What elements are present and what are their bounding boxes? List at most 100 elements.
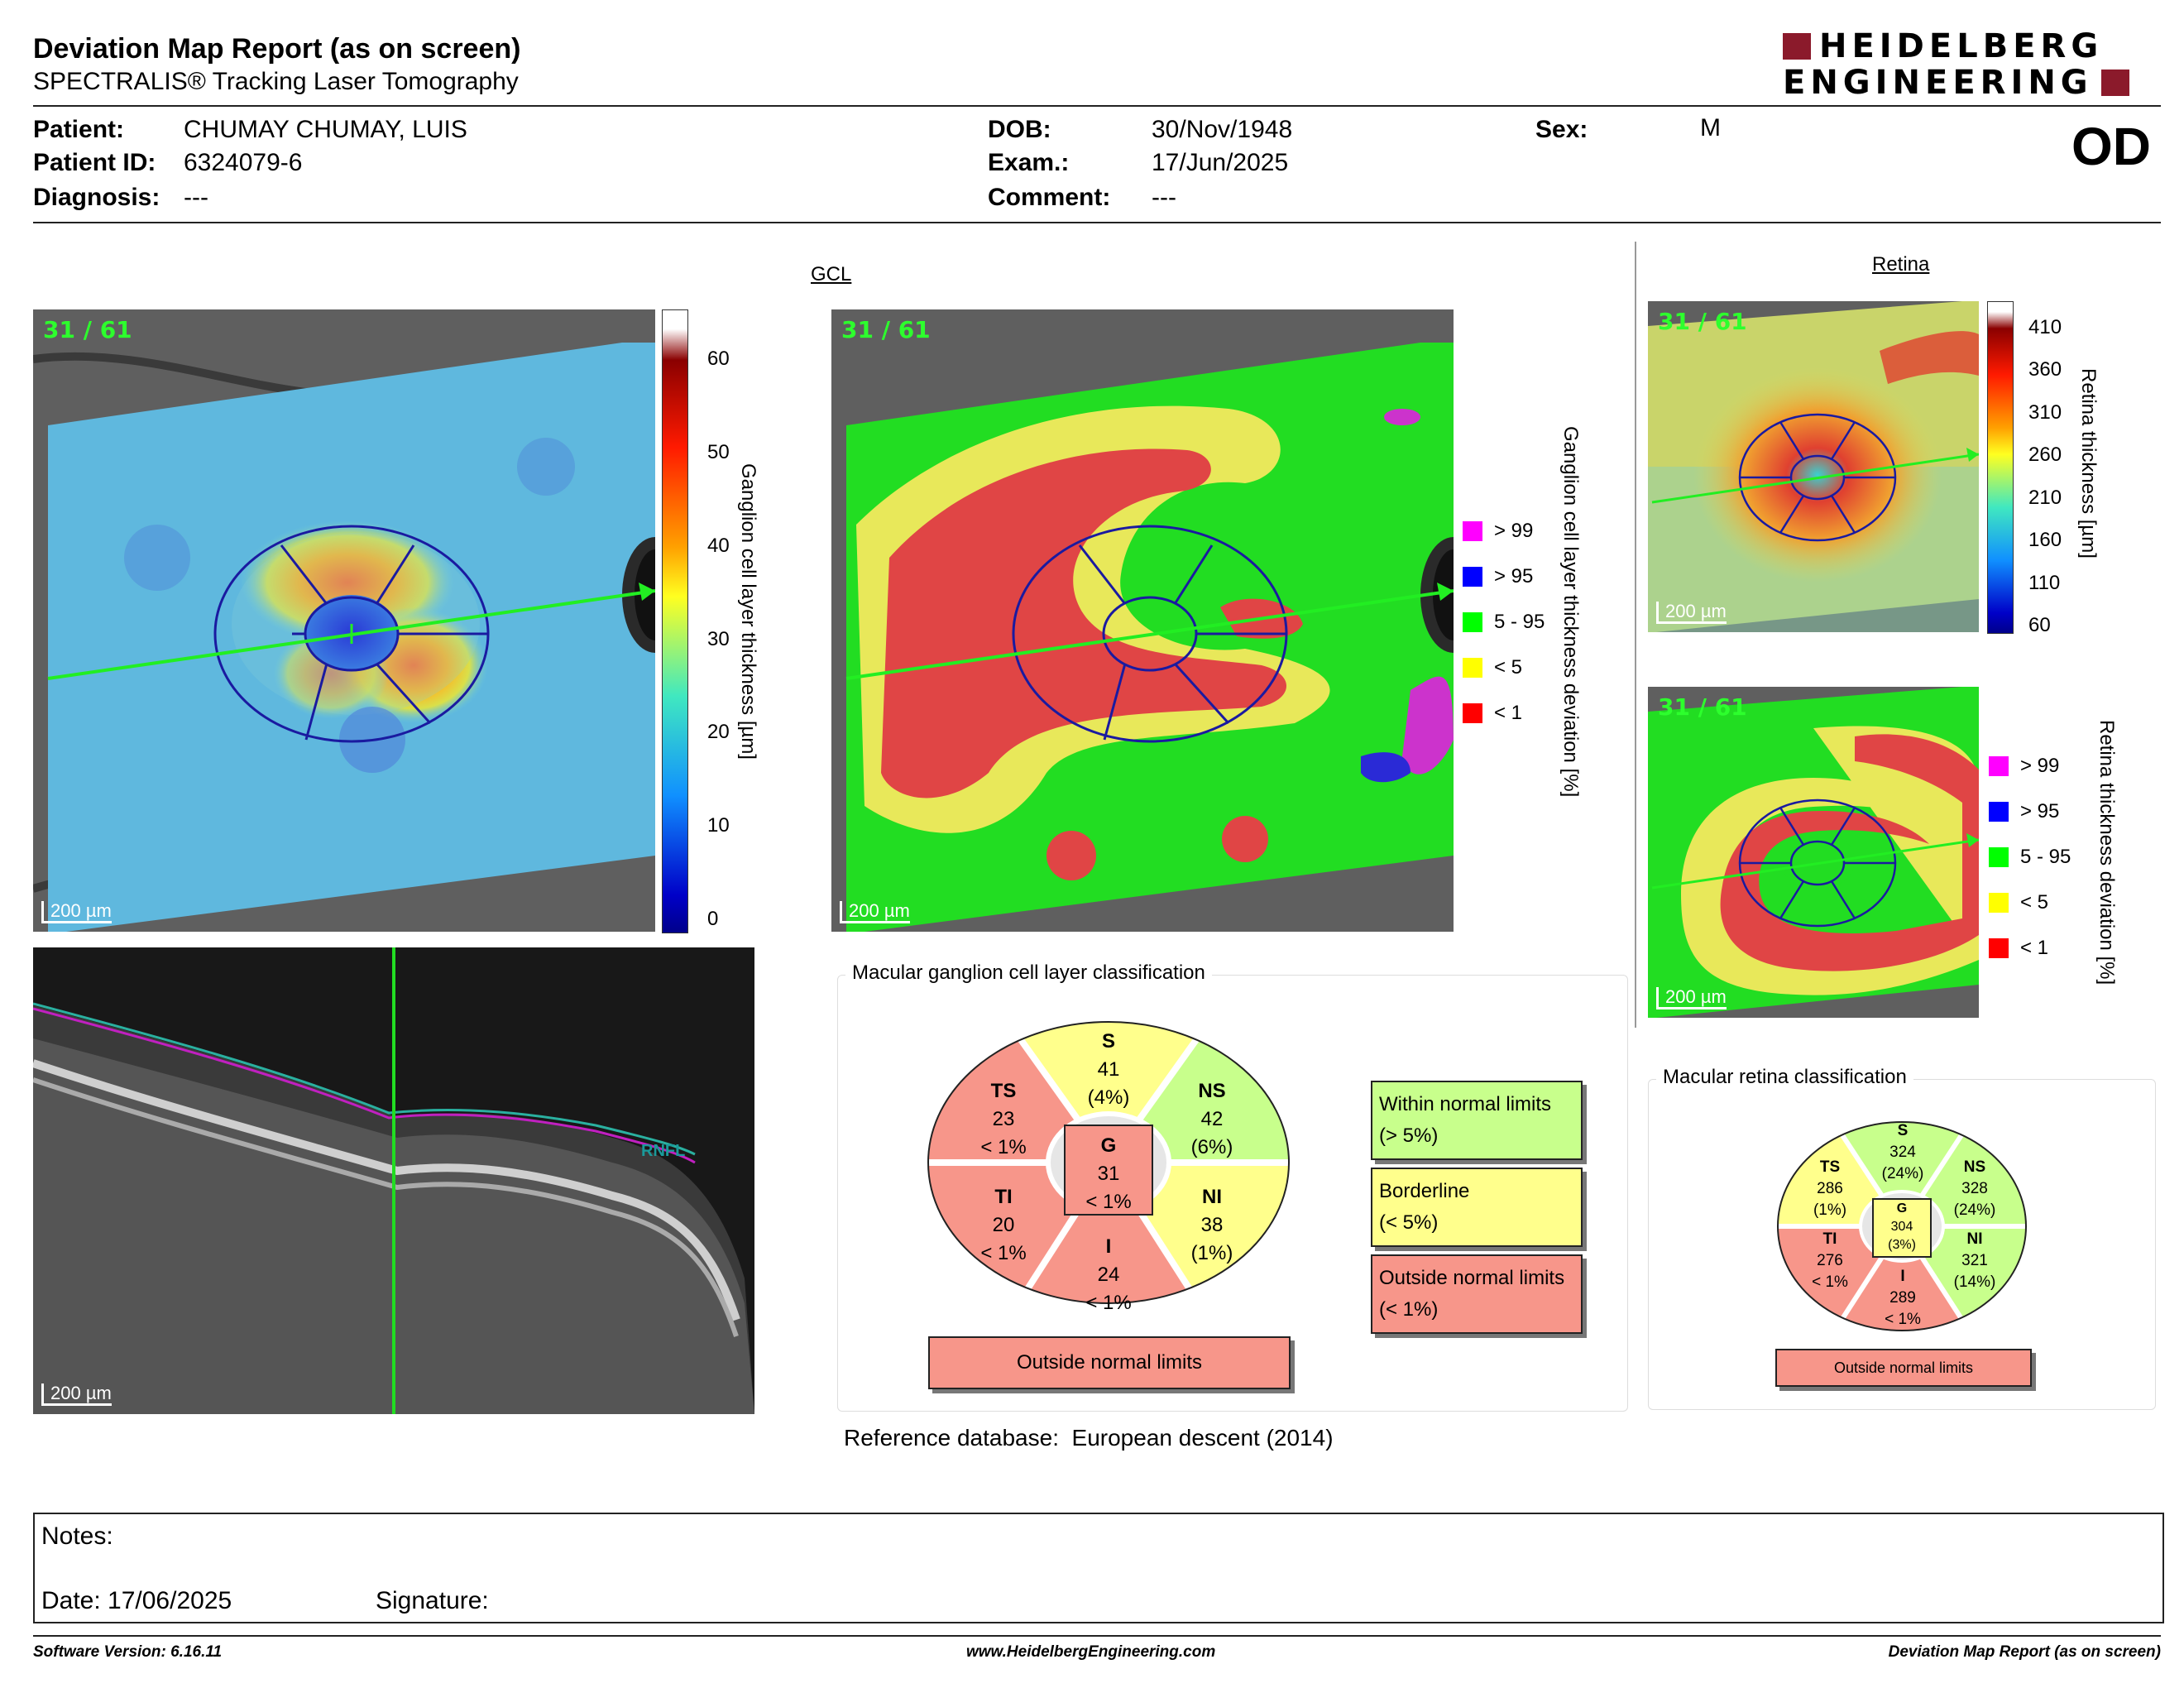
gcl-thickness-map: 31 / 61 200 µm [33,309,655,932]
retina-colorbar-tick: 60 [2028,614,2051,636]
gcl-colorbar-tick: 60 [707,348,730,371]
comment-value: --- [1152,184,1176,211]
oct-bscan-image [33,947,754,1414]
heidelberg-logo: HEIDELBERG ENGINEERING [1783,27,2159,101]
retina-deviation-legend-item: 5 - 95 [1989,846,2071,869]
gcl-TS-label: TS 23 < 1% [980,1080,1027,1158]
gcl-I-label: I 24 < 1% [1085,1235,1132,1314]
patient-id-label: Patient ID: [33,149,156,176]
retina-section-title: Retina [1872,253,1930,276]
report-subtitle: SPECTRALIS® Tracking Laser Tomography [33,68,519,95]
date-label: Date: 17/06/2025 [41,1587,232,1614]
patient-divider [33,222,2161,223]
report-name-footer: Deviation Map Report (as on screen) [1888,1643,2161,1661]
retina-deviation-legend-label: > 95 [2020,800,2060,822]
gcl-sector-G [1064,1125,1153,1216]
retina-status-box: Outside normal limits [1775,1349,2032,1387]
retina-deviation-legend-item: > 95 [1989,800,2059,823]
retina-deviation-scale-bar: 200 µm [1656,987,1727,1009]
gcl-deviation-scan-index: 31 / 61 [841,316,931,343]
retina-deviation-legend-label: < 5 [2020,891,2049,914]
retina-deviation-legend-item: > 99 [1989,755,2059,778]
gcl-deviation-legend-label: > 99 [1494,520,1534,542]
logo-square-icon [2100,70,2129,96]
retina-NI-label: NI 321 (14%) [1953,1230,1996,1291]
gcl-colorbar-tick: 40 [707,534,730,557]
gcl-thickness-map-image [33,309,655,932]
gcl-classification-panel [837,975,1628,1412]
gcl-deviation-legend-item: < 5 [1463,656,1522,679]
retina-S-label: S 324 (24%) [1881,1122,1924,1182]
sex-label: Sex: [1535,116,1588,143]
gcl-deviation-legend-item: > 95 [1463,565,1533,588]
gcl-deviation-legend-swatch [1463,567,1482,587]
gcl-section-title: GCL [811,263,852,285]
gcl-colorbar-tick: 0 [707,907,719,930]
retina-TI-label: TI 276 < 1% [1812,1230,1848,1291]
retina-NS-label: NS 328 (24%) [1953,1158,1996,1219]
legend-borderline: Borderline (< 5%) [1371,1168,1583,1247]
report-title: Deviation Map Report (as on screen) [33,33,521,65]
retina-colorbar-tick: 310 [2028,400,2062,424]
gcl-scan-index: 31 / 61 [43,316,132,343]
gcl-deviation-legend-item: 5 - 95 [1463,611,1545,634]
rnfl-layer-label: RNFL [641,1142,686,1160]
gcl-deviation-legend-label: > 95 [1494,565,1534,587]
retina-colorbar-tick: 110 [2028,571,2061,594]
software-version: Software Version: 6.16.11 [33,1643,223,1661]
retina-deviation-legend-swatch [1989,893,2009,913]
website-link[interactable]: www.HeidelbergEngineering.com [966,1643,1216,1661]
gcl-deviation-axis-label: Ganglion cell layer thickness deviation … [1559,426,1582,798]
comment-label: Comment: [988,184,1111,211]
gcl-deviation-legend-swatch [1463,612,1482,632]
bscan-scale-bar: 200 µm [41,1383,112,1406]
retina-thickness-axis-label: Retina thickness [µm] [2077,368,2100,559]
gcl-deviation-legend-label: 5 - 95 [1494,611,1545,633]
patient-label: Patient: [33,116,125,143]
gcl-colorbar-tick: 30 [707,627,730,650]
retina-classification-title: Macular retina classification [1656,1066,1913,1089]
retina-deviation-scan-index: 31 / 61 [1658,693,1747,721]
retina-scan-index: 31 / 61 [1658,308,1747,335]
retina-deviation-legend-label: 5 - 95 [2020,846,2071,868]
exam-label: Exam.: [988,149,1070,176]
patient-id: 6324079-6 [184,149,303,176]
gcl-sector-I [1005,1163,1212,1303]
dob-label: DOB: [988,116,1051,143]
logo-word-1: HEIDELBERG [1819,27,2104,65]
diagnosis-label: Diagnosis: [33,184,160,211]
signature-label: Signature: [376,1587,489,1614]
retina-thickness-colorbar [1987,301,2014,634]
gcl-deviation-legend-item: > 99 [1463,520,1533,543]
retina-deviation-map: 31 / 61 200 µm [1648,687,1979,1018]
retina-deviation-legend-swatch [1989,756,2009,776]
dob-value: 30/Nov/1948 [1152,116,1293,143]
retina-colorbar-tick: 260 [2028,444,2062,467]
retina-scale-bar: 200 µm [1656,602,1727,624]
gcl-sector-S [1005,1022,1212,1163]
retina-colorbar-tick: 360 [2028,358,2062,381]
retina-colorbar-tick: 210 [2028,486,2062,509]
retina-thickness-map: 31 / 61 200 µm [1648,301,1979,632]
reference-database: Reference database: European descent (20… [844,1425,1334,1451]
gcl-deviation-legend-swatch [1463,658,1482,678]
diagnosis-value: --- [184,184,208,211]
retina-deviation-legend-item: < 1 [1989,937,2048,960]
gcl-deviation-legend-label: < 5 [1494,656,1523,679]
gcl-NI-label: NI 38 (1%) [1190,1186,1233,1264]
exam-value: 17/Jun/2025 [1152,149,1289,176]
eye-label: OD [2071,117,2151,176]
oct-bscan: RNFL 200 µm [33,947,754,1414]
gcl-deviation-legend-item: < 1 [1463,702,1522,725]
sex-value: M [1700,114,1721,141]
retina-deviation-legend-label: > 99 [2020,755,2060,777]
retina-sector-G [1872,1198,1932,1258]
notes-box[interactable]: Notes: Date: 17/06/2025 Signature: [33,1513,2164,1623]
footer-divider [33,1635,2161,1637]
retina-deviation-legend-swatch [1989,847,2009,867]
gcl-deviation-legend-label: < 1 [1494,702,1523,724]
retina-deviation-legend-label: < 1 [2020,937,2049,959]
gcl-scale-bar: 200 µm [41,901,112,923]
retina-I-label: I 289 < 1% [1885,1268,1921,1328]
retina-colorbar-tick: 410 [2028,316,2062,338]
